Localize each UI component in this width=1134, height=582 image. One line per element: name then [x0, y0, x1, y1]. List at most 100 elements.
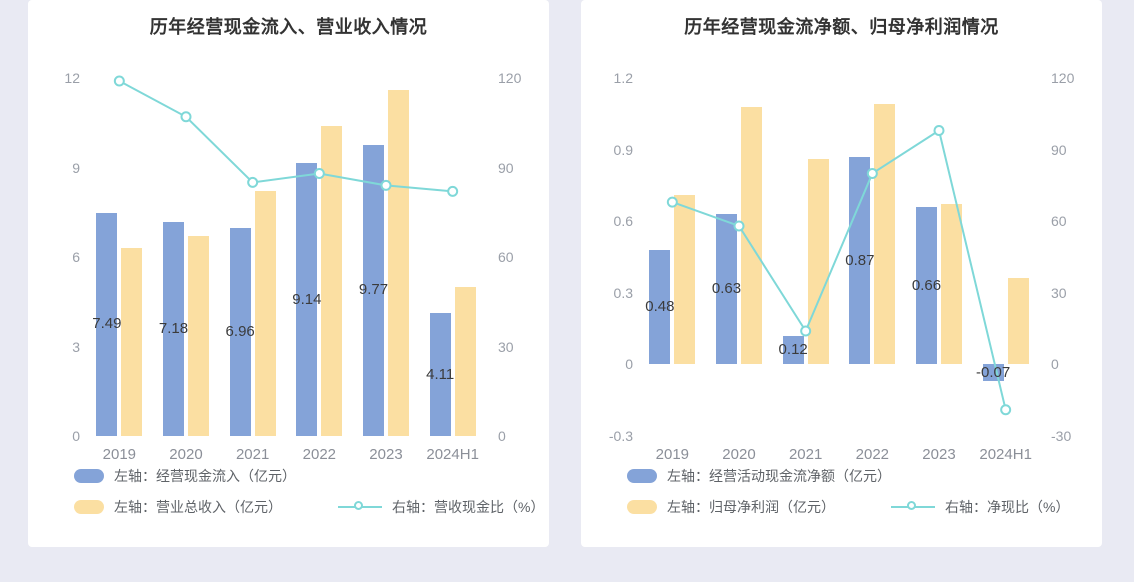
line-marker[interactable]: [180, 111, 192, 123]
ratio-line: [671, 128, 1007, 410]
x-axis-label: 2022: [855, 446, 890, 463]
line-marker[interactable]: [800, 325, 812, 337]
blue-bar[interactable]: [782, 335, 804, 365]
blue-bar[interactable]: [96, 212, 118, 436]
blue-bar[interactable]: [716, 214, 737, 365]
yellow-bar[interactable]: [388, 89, 409, 436]
yellow-bar[interactable]: [1007, 278, 1029, 365]
blue-bar-swatch-icon: [74, 469, 104, 483]
y-axis-tick-right: 60: [498, 249, 514, 265]
bar-value-label: 4.11: [426, 365, 455, 383]
chart-title: 历年经营现金流净额、归母净利润情况: [684, 17, 999, 37]
line-marker[interactable]: [666, 196, 678, 208]
legend-item-net-profit[interactable]: 左轴：归母净利润（亿元）: [627, 497, 835, 517]
line-marker[interactable]: [313, 167, 325, 179]
x-axis-label: 2020: [722, 446, 756, 463]
ratio-line: [118, 80, 453, 193]
yellow-bar[interactable]: [674, 194, 696, 365]
legend-label: 左轴：归母净利润（亿元）: [667, 499, 835, 515]
line-marker[interactable]: [933, 125, 945, 137]
y-axis-tick-left: 12: [64, 70, 80, 86]
y-axis-tick-left: 0: [625, 356, 633, 373]
y-axis-tick-right: 30: [498, 338, 514, 355]
y-axis-tick-right: 0: [498, 428, 506, 444]
x-axis-label: 2019: [102, 446, 137, 463]
bar-value-label: 0.66: [911, 276, 942, 294]
y-axis-tick-right: 0: [1051, 356, 1059, 373]
yellow-bar[interactable]: [188, 236, 209, 436]
blue-bar[interactable]: [229, 228, 251, 436]
bar-value-label: 0.12: [778, 341, 808, 359]
blue-bar[interactable]: [649, 249, 671, 365]
bar-value-label: -0.07: [976, 363, 1011, 381]
line-marker[interactable]: [1000, 404, 1012, 416]
legend-label: 左轴：经营现金流入（亿元）: [114, 468, 296, 484]
y-axis-tick-right: 90: [1051, 141, 1067, 158]
line-marker-swatch-icon: [338, 500, 382, 514]
legend-row: 左轴：经营现金流入（亿元）: [74, 466, 544, 486]
y-axis-tick-left: 0.6: [613, 213, 633, 230]
legend-row: 左轴：归母净利润（亿元） 右轴：净现比（%）: [627, 497, 1069, 517]
yellow-bar[interactable]: [741, 106, 762, 365]
legend-item-net-cashflow[interactable]: 左轴：经营活动现金流净额（亿元）: [627, 466, 891, 486]
y-axis-tick-left: -0.3: [608, 428, 633, 444]
blue-bar[interactable]: [363, 144, 384, 436]
legend-item-net-cash-ratio[interactable]: 右轴：净现比（%）: [891, 497, 1069, 517]
legend-item-cash-revenue-ratio[interactable]: 右轴：营收现金比（%）: [338, 497, 544, 517]
bar-value-label: 9.77: [358, 281, 389, 299]
ratio-line-layer: [666, 125, 1012, 416]
y-axis-tick-right: 60: [1051, 213, 1067, 230]
blue-bar[interactable]: [429, 313, 451, 436]
y-axis-tick-right: 120: [498, 70, 522, 86]
x-axis-label: 2021: [235, 446, 270, 463]
y-axis-tick-right: 30: [1051, 284, 1067, 301]
chart-legend: 左轴：经营活动现金流净额（亿元） 左轴：归母净利润（亿元） 右轴：净现比（%）: [627, 466, 1069, 517]
x-axis-label: 2023: [369, 446, 403, 463]
legend-label: 左轴：经营活动现金流净额（亿元）: [667, 468, 891, 484]
bar-value-label: 7.18: [158, 319, 189, 337]
x-axis-label: 2023: [922, 446, 956, 463]
dual-chart-page: 历年经营现金流入、营业收入情况 12 9 6 3 0 120 90 60 30 0 2019 2020…: [28, 0, 1102, 547]
chart-legend: 左轴：经营现金流入（亿元） 左轴：营业总收入（亿元） 右轴：营收现金比（%）: [74, 466, 544, 517]
y-axis-tick-left: 6: [72, 249, 80, 265]
line-marker[interactable]: [380, 179, 392, 191]
chart-plot-area: 1.2 0.9 0.6 0.3 0 -0.3 120 90 60 30 0 -30 2019 2020 20…: [609, 70, 1074, 463]
bar-value-label: 6.96: [225, 323, 255, 341]
x-axis-label: 2019: [655, 446, 690, 463]
y-axis-tick-left: 3: [72, 338, 80, 355]
y-axis-tick-left: 0.3: [613, 284, 633, 301]
blue-bar[interactable]: [296, 163, 318, 436]
line-marker[interactable]: [247, 176, 259, 188]
legend-label: 右轴：净现比（%）: [945, 499, 1070, 515]
chart-panel-net-cashflow-profit: 历年经营现金流净额、归母净利润情况 1.2 0.9 0.6 0.3 0 -0.3 120 90…: [581, 0, 1102, 547]
yellow-bar-swatch-icon: [74, 500, 104, 514]
blue-bar[interactable]: [916, 206, 937, 365]
blue-bar[interactable]: [849, 156, 871, 365]
legend-label: 左轴：营业总收入（亿元）: [114, 499, 282, 515]
yellow-bar[interactable]: [941, 204, 962, 365]
line-marker[interactable]: [113, 75, 125, 87]
line-marker[interactable]: [866, 167, 878, 179]
blue-bar[interactable]: [163, 221, 184, 436]
line-marker[interactable]: [733, 220, 745, 232]
y-axis-tick-right: 90: [498, 159, 514, 176]
yellow-bar[interactable]: [121, 248, 143, 436]
bar-value-label: 9.14: [292, 290, 322, 308]
yellow-bar[interactable]: [454, 286, 476, 436]
chart-panel-cash-inflow-revenue: 历年经营现金流入、营业收入情况 12 9 6 3 0 120 90 60 30 0 2019 2020…: [28, 0, 549, 547]
y-axis-tick-right: -30: [1051, 428, 1072, 444]
line-marker[interactable]: [447, 185, 459, 197]
ratio-line-layer: [113, 75, 459, 197]
y-axis-tick-left: 1.2: [613, 70, 633, 86]
legend-item-total-revenue[interactable]: 左轴：营业总收入（亿元）: [74, 497, 282, 517]
legend-row: 左轴：经营活动现金流净额（亿元）: [627, 466, 1069, 486]
x-axis-label: 2021: [788, 446, 823, 463]
yellow-bar[interactable]: [254, 191, 276, 436]
legend-item-cash-inflow[interactable]: 左轴：经营现金流入（亿元）: [74, 466, 296, 486]
line-marker-swatch-icon: [891, 500, 935, 514]
y-axis-tick-left: 9: [72, 159, 80, 176]
yellow-bar[interactable]: [321, 125, 343, 436]
bar-value-label: 0.48: [645, 298, 675, 316]
yellow-bar-swatch-icon: [627, 500, 657, 514]
x-axis-label: 2020: [169, 446, 203, 463]
